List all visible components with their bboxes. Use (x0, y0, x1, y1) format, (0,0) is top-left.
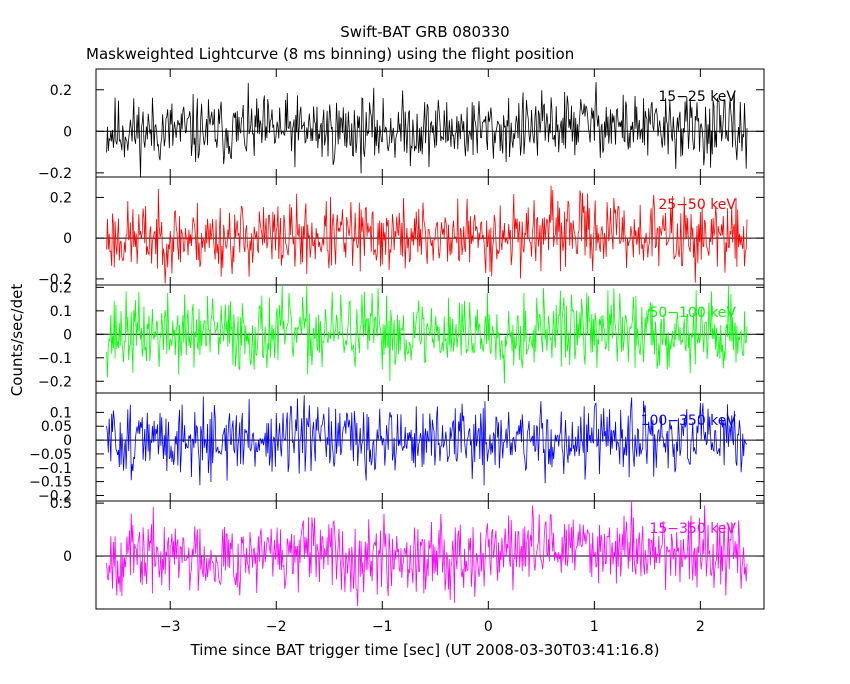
series-line-5 (106, 501, 748, 607)
y-tick-label: −0.2 (38, 166, 72, 182)
y-tick-label: −0.2 (38, 374, 72, 390)
y-tick-label: 0 (63, 549, 72, 565)
y-tick-label: 0.2 (50, 280, 72, 296)
x-axis-label: Time since BAT trigger time [sec] (UT 20… (190, 641, 660, 659)
y-tick-label: 0.2 (50, 83, 72, 99)
x-tick-label: −3 (160, 619, 181, 635)
series-line-2 (106, 185, 748, 284)
x-tick-label: −1 (372, 619, 393, 635)
chart-subtitle: Maskweighted Lightcurve (8 ms binning) u… (86, 45, 574, 63)
panel-2: 0.2 0 −0.2 25−50 keV (38, 176, 765, 288)
panel-4: 0.10.050−0.05−0.1−0.15−0.2 100−350 keV (29, 392, 765, 504)
panel-3: 0.2 0.1 0 −0.1 −0.2 50−100 keV (38, 280, 765, 394)
band-label: 15−25 keV (658, 89, 736, 105)
y-tick-label: 0.1 (50, 405, 72, 421)
y-tick-label: 0 (63, 124, 72, 140)
y-axis-label: Counts/sec/det (8, 284, 26, 397)
panels-group: 0.2 0 −0.2 15−25 keV 0.2 0 −0.2 25−50 keV 0.2 0.1… (29, 68, 765, 610)
band-label: 15−350 keV (649, 521, 736, 537)
panel-frame (95, 284, 765, 394)
x-tick-label: 2 (696, 619, 705, 635)
series-line-4 (106, 395, 748, 486)
y-tick-label: −0.05 (29, 447, 72, 463)
panel-1: 0.2 0 −0.2 15−25 keV (38, 68, 765, 182)
panel-frame (95, 500, 765, 610)
y-tick-label: 0.1 (50, 304, 72, 320)
y-tick-label: −0.2 (38, 272, 72, 288)
y-tick-label: −0.15 (29, 475, 72, 491)
series-line-3 (106, 285, 748, 384)
y-tick-label: 0.05 (41, 419, 72, 435)
x-tick-label: 1 (590, 619, 599, 635)
x-tick-label: −2 (266, 619, 287, 635)
chart-title: Swift-BAT GRB 080330 (340, 23, 509, 41)
band-label: 50−100 keV (649, 305, 736, 321)
y-tick-label: −0.1 (38, 461, 72, 477)
panel-5: 0.5 0 15−350 keV (50, 496, 765, 610)
band-label: 100−350 keV (641, 413, 737, 429)
band-label: 25−50 keV (658, 197, 736, 213)
y-tick-label: −0.1 (38, 351, 72, 367)
y-tick-label: −0.2 (38, 488, 72, 504)
series-line-1 (106, 82, 748, 177)
y-tick-label: 0 (63, 433, 72, 449)
x-tick-label: 0 (484, 619, 493, 635)
y-tick-label: 0.5 (50, 496, 72, 512)
y-tick-label: 0 (63, 327, 72, 343)
panel-frame (95, 176, 765, 286)
x-ticks-group: −3 −2 −1 0 1 2 (160, 619, 705, 635)
y-tick-label: 0 (63, 231, 72, 247)
y-tick-label: 0.2 (50, 190, 72, 206)
